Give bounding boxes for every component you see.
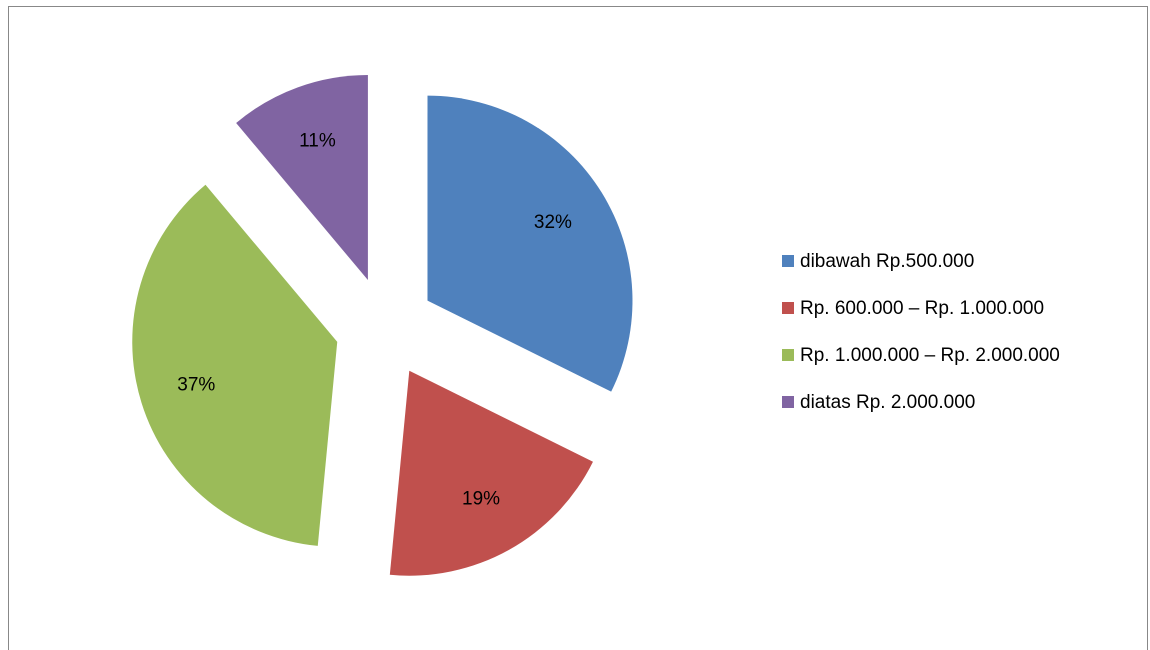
pie-slice <box>132 184 338 546</box>
legend-label: diatas Rp. 2.000.000 <box>800 392 975 413</box>
legend-swatch <box>782 302 794 314</box>
legend-label: Rp. 1.000.000 – Rp. 2.000.000 <box>800 345 1060 366</box>
data-label: 32% <box>534 212 572 233</box>
pie-slice <box>389 370 593 576</box>
pie-slice <box>236 75 368 281</box>
data-label: 37% <box>177 375 215 396</box>
legend-label: Rp. 600.000 – Rp. 1.000.000 <box>800 298 1044 319</box>
legend-swatch <box>782 396 794 408</box>
data-label: 19% <box>462 489 500 510</box>
legend-swatch <box>782 255 794 267</box>
legend-swatch <box>782 349 794 361</box>
data-label: 11% <box>299 130 336 151</box>
legend-label: dibawah Rp.500.000 <box>800 251 974 272</box>
pie-slice <box>427 95 633 392</box>
